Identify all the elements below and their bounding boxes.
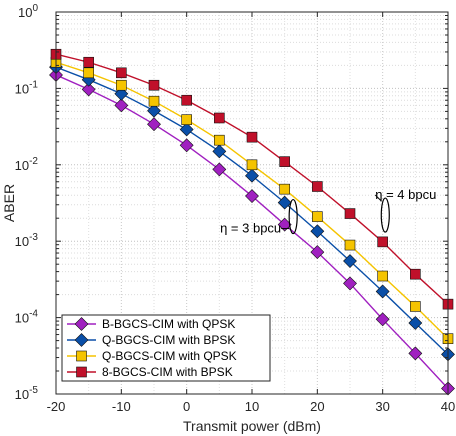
x-tick-label: -20 [47, 399, 66, 414]
data-point [410, 268, 421, 280]
x-tick-label: 40 [441, 399, 455, 414]
data-point [83, 56, 94, 68]
series-2 [49, 60, 455, 362]
series-layer [49, 48, 455, 396]
data-point [179, 122, 194, 137]
legend-entry-2: Q-BGCS-CIM with BPSK [67, 333, 235, 347]
data-point [214, 112, 225, 124]
y-axis-label: ABER [1, 184, 17, 222]
data-point [375, 284, 390, 299]
legend-entry-3: Q-BGCS-CIM with QPSK [67, 349, 237, 363]
data-point [246, 131, 258, 143]
x-tick-label: -10 [112, 399, 131, 414]
data-point [212, 162, 227, 177]
y-tick-label: 10-1 [15, 79, 39, 96]
data-point [148, 79, 160, 91]
data-point [310, 245, 325, 260]
data-point [116, 79, 127, 91]
legend-label: 8-BGCS-CIM with BPSK [102, 365, 233, 379]
x-tick-label: 30 [375, 399, 389, 414]
data-point [312, 211, 323, 222]
x-tick-label: 20 [310, 399, 324, 414]
legend-label: Q-BGCS-CIM with QPSK [102, 349, 237, 363]
y-tick-label: 10-2 [15, 156, 39, 173]
y-tick-label: 100 [18, 3, 38, 20]
data-point [81, 82, 96, 97]
data-point [116, 67, 127, 79]
data-point [344, 208, 356, 219]
legend-marker [76, 366, 87, 378]
x-axis-label: Transmit power (dBm) [183, 418, 321, 434]
data-point [310, 224, 325, 239]
data-point [245, 189, 259, 203]
eta-3-label: η = 3 bpcu [220, 221, 281, 236]
legend-marker [76, 350, 87, 362]
legend-marker [74, 333, 89, 347]
data-point [245, 168, 259, 183]
data-point [279, 156, 290, 167]
data-point [377, 270, 388, 282]
eta-4-pointer [374, 194, 382, 202]
legend-entry-4: 8-BGCS-CIM with BPSK [67, 365, 233, 379]
data-point [114, 86, 129, 101]
y-tick-label: 10-5 [15, 385, 39, 402]
legend-label: Q-BGCS-CIM with BPSK [102, 333, 235, 347]
data-point [343, 276, 357, 291]
legend-marker [74, 317, 89, 331]
data-point [408, 346, 423, 361]
data-point [410, 301, 421, 312]
data-point [246, 159, 258, 171]
ticks: -20 -10 0 10 20 30 40 100 10-1 10-2 10-3 10-4 10-5 [15, 3, 456, 414]
series-4 [50, 48, 454, 310]
data-point [312, 181, 323, 192]
data-point [279, 183, 290, 195]
data-point [277, 195, 292, 210]
data-point [375, 312, 390, 327]
legend-box [61, 314, 271, 382]
y-tick-label: 10-3 [15, 232, 39, 249]
data-point [147, 103, 161, 118]
data-point [408, 316, 423, 330]
data-point [377, 236, 388, 248]
eta-4-label: η = 4 bpcu [375, 187, 436, 202]
data-point [83, 67, 94, 79]
x-tick-label: 0 [183, 399, 190, 414]
annotation-layer: η = 3 bpcu η = 4 bpcu [220, 187, 436, 236]
data-point [179, 138, 194, 153]
y-tick-label: 10-4 [15, 309, 39, 326]
data-point [343, 254, 357, 268]
data-point [212, 144, 227, 159]
eta-3-ellipse [288, 198, 298, 235]
legend: B-BGCS-CIM with QPSK Q-BGCS-CIM with BPSK… [61, 314, 271, 382]
data-point [344, 239, 356, 251]
data-point [147, 117, 161, 132]
data-point [181, 94, 192, 106]
data-point [148, 95, 160, 107]
legend-entry-1: B-BGCS-CIM with QPSK [67, 317, 235, 331]
x-tick-label: 10 [245, 399, 259, 414]
eta-4-ellipse [380, 197, 390, 233]
data-point [181, 114, 192, 125]
series-1 [49, 68, 455, 396]
data-point [114, 98, 129, 113]
legend-label: B-BGCS-CIM with QPSK [102, 317, 235, 331]
data-point [214, 134, 225, 146]
